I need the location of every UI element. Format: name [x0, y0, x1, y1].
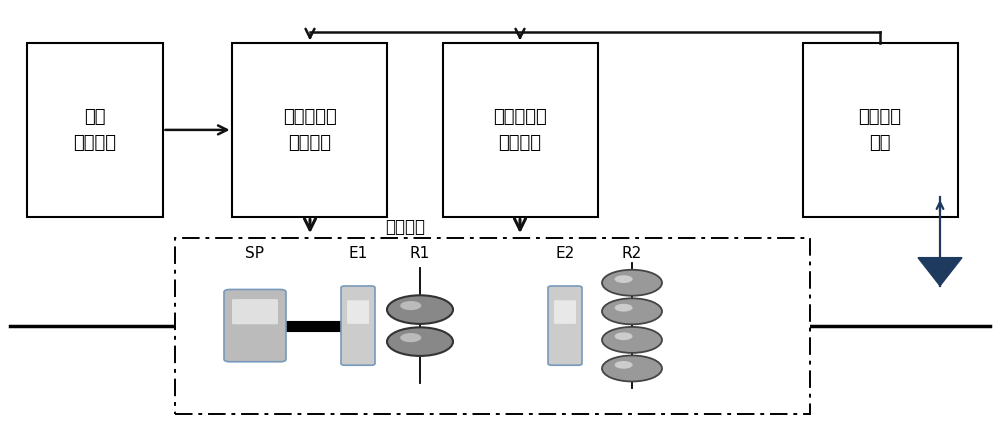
FancyBboxPatch shape — [27, 43, 162, 217]
Circle shape — [615, 304, 633, 312]
Text: 粗轧轧制: 粗轧轧制 — [385, 218, 425, 236]
Text: 粗轧轧制预
设定计算: 粗轧轧制预 设定计算 — [283, 108, 337, 152]
FancyBboxPatch shape — [224, 289, 286, 362]
FancyBboxPatch shape — [341, 286, 375, 365]
FancyBboxPatch shape — [802, 43, 958, 217]
Circle shape — [602, 327, 662, 353]
Text: E1: E1 — [348, 246, 368, 261]
Text: 粗轧轧制再
设定计算: 粗轧轧制再 设定计算 — [493, 108, 547, 152]
Circle shape — [602, 298, 662, 324]
FancyBboxPatch shape — [232, 299, 278, 324]
Text: R1: R1 — [410, 246, 430, 261]
Circle shape — [400, 301, 421, 310]
FancyBboxPatch shape — [175, 238, 810, 414]
FancyBboxPatch shape — [232, 43, 387, 217]
Circle shape — [387, 327, 453, 356]
FancyBboxPatch shape — [347, 301, 369, 324]
Text: SP: SP — [246, 246, 264, 261]
Text: R2: R2 — [622, 246, 642, 261]
Circle shape — [615, 361, 633, 369]
Circle shape — [387, 295, 453, 324]
Polygon shape — [918, 258, 962, 286]
Text: 板坯
来料信息: 板坯 来料信息 — [74, 108, 116, 152]
Circle shape — [602, 270, 662, 296]
Circle shape — [615, 333, 633, 340]
Circle shape — [400, 333, 421, 342]
FancyBboxPatch shape — [548, 286, 582, 365]
Circle shape — [602, 355, 662, 381]
Circle shape — [615, 275, 633, 283]
Text: 粗轧宽度
测量: 粗轧宽度 测量 — [858, 108, 902, 152]
FancyBboxPatch shape — [442, 43, 598, 217]
Text: E2: E2 — [555, 246, 575, 261]
FancyBboxPatch shape — [554, 301, 576, 324]
